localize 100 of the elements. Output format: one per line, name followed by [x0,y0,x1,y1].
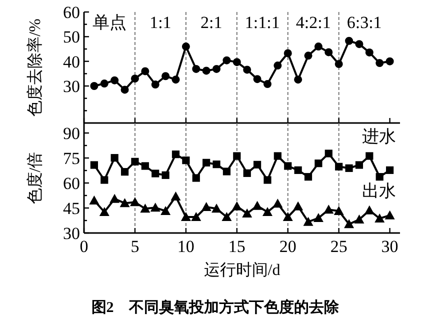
point [282,212,293,221]
annotation: 6:3:1 [346,12,382,32]
point [152,170,160,178]
point [252,200,262,210]
point [376,173,384,181]
point [303,216,314,226]
point [263,80,272,88]
point [242,208,252,218]
y-tick-label: 30 [63,76,80,96]
x-tick-label: 5 [130,237,140,256]
point [201,202,212,211]
annotation: 1:1 [150,12,172,32]
point [274,152,282,160]
x-tick-label: 25 [330,237,348,256]
point [366,152,374,160]
point [212,64,221,73]
point [170,192,181,200]
point [386,166,394,174]
point [141,162,149,170]
point [191,212,202,221]
point [293,201,304,210]
point [131,158,139,166]
point [120,86,129,94]
point [354,214,364,224]
point [264,176,272,184]
point [222,212,232,221]
point [141,67,150,76]
annotation: 2:1 [200,12,222,32]
y-tick-label: 90 [63,124,80,143]
point [243,66,252,74]
point [262,207,272,216]
point [324,48,333,56]
point [162,171,170,179]
point [100,176,108,184]
y-axis-title: 色度/倍 [26,152,44,204]
point [253,160,262,168]
point [182,42,190,51]
series-label: 进水 [362,127,396,146]
point [130,197,140,206]
point [192,174,200,182]
point [324,150,332,158]
point [212,160,220,168]
point [294,76,302,84]
point [374,214,385,222]
point [344,219,354,228]
point [314,160,322,168]
point [304,52,312,60]
point [345,36,354,45]
point [110,194,120,203]
point [140,204,150,213]
point [202,158,210,166]
point [355,161,364,169]
point [180,212,191,221]
point [202,66,210,75]
annotation: 4:2:1 [296,12,331,32]
point [192,64,200,73]
point [120,198,130,208]
point [89,196,100,204]
annotation: 1:1:1 [244,12,280,32]
point [100,80,108,88]
point [386,57,394,66]
y-tick-label: 40 [63,52,80,72]
point [233,152,241,160]
annotation: 单点 [92,12,126,32]
point [334,206,344,215]
point [150,202,160,212]
point [120,168,129,176]
point [304,173,312,181]
point [172,76,180,84]
point [376,59,384,68]
y-tick-label: 30 [63,224,80,243]
point [324,204,334,214]
point [313,213,324,222]
point [314,42,322,51]
x-tick-label: 15 [228,237,246,256]
x-tick-label: 30 [381,237,398,256]
series-label: 出水 [362,181,396,200]
point [384,210,395,220]
y-tick-label: 60 [63,174,80,193]
point [243,169,251,177]
point [272,198,283,208]
point [284,49,292,58]
point [345,164,353,172]
y-axis-title: 色度去除率/% [26,18,44,116]
point [182,156,190,164]
point [253,75,262,84]
x-tick-label: 20 [279,237,296,256]
x-tick-label: 0 [80,237,88,256]
point [364,205,374,214]
point [99,207,110,216]
point [365,48,374,56]
point [110,154,118,162]
point [172,150,180,158]
x-tick-label: 10 [177,237,194,256]
y-tick-label: 50 [63,28,80,47]
point [232,201,242,210]
point [130,74,139,83]
point [162,72,170,80]
point [334,60,343,68]
y-tick-label: 75 [63,148,80,168]
